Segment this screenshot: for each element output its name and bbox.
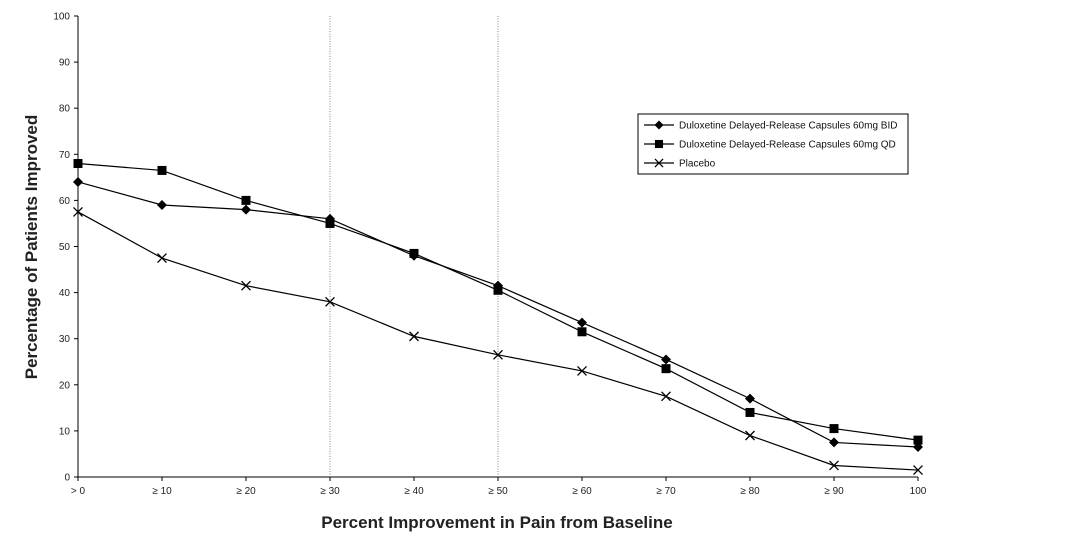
data-point [577,327,587,337]
y-tick-label: 20 [59,380,71,391]
legend-marker [654,158,664,168]
x-tick-label: ≥ 60 [572,486,592,497]
y-tick-label: 100 [53,12,70,23]
data-point [409,248,419,258]
y-tick-label: 30 [59,334,71,345]
x-tick-label: ≥ 40 [404,486,424,497]
legend-item: Duloxetine Delayed-Release Capsules 60mg… [644,140,896,151]
data-point [157,253,167,263]
data-point [661,391,671,402]
x-axis-title: Percent Improvement in Pain from Baselin… [321,513,672,532]
data-point [913,435,923,445]
data-point [409,331,419,342]
y-tick-label: 70 [59,150,71,161]
x-tick-label: ≥ 20 [236,486,256,497]
legend-item: Placebo [644,158,716,170]
y-tick-label: 60 [59,196,71,207]
x-tick-label: ≥ 70 [656,486,676,497]
data-point [829,460,839,471]
x-tick-label: ≥ 90 [824,486,844,497]
data-point [157,200,167,211]
data-point [493,285,503,295]
series-layer [73,159,923,476]
data-point [73,176,83,187]
y-axis-title: Percentage of Patients Improved [22,115,41,380]
data-point [241,280,251,291]
legend-label: Duloxetine Delayed-Release Capsules 60mg… [679,121,897,132]
data-point [829,437,839,448]
y-tick-label: 0 [64,473,70,484]
data-point [325,296,335,307]
x-axis-ticks: > 0 ≥ 10 ≥ 20 ≥ 30 ≥ 40 ≥ 50 ≥ 60 ≥ 70 ≥ 80 ≥ 90 1… [71,477,927,497]
legend-item: Duloxetine Delayed-Release Capsules 60mg… [644,120,897,132]
data-point [577,317,587,328]
x-tick-label: ≥ 10 [152,486,172,497]
y-axis-ticks: 0 10 20 30 40 50 60 70 80 90 100 [53,12,78,484]
data-point [325,218,335,228]
legend-marker [654,120,664,130]
y-tick-label: 10 [59,426,71,437]
x-tick-label: > 0 [71,486,86,497]
data-point [913,465,923,476]
series-3 [73,206,923,476]
x-tick-label: ≥ 80 [740,486,760,497]
y-tick-label: 80 [59,104,71,115]
x-tick-label: ≥ 50 [488,486,508,497]
x-tick-label: 100 [910,486,927,497]
data-point [493,349,503,360]
series-2 [73,159,923,445]
y-tick-label: 50 [59,242,71,253]
data-point [745,407,755,417]
legend-box [637,113,909,175]
series-1 [73,176,923,453]
legend: Duloxetine Delayed-Release Capsules 60mg… [637,113,909,175]
data-point [745,393,755,404]
data-point [241,195,251,205]
legend-label: Duloxetine Delayed-Release Capsules 60mg… [679,140,896,151]
data-point [577,366,587,376]
x-tick-label: ≥ 30 [320,486,340,497]
data-point [157,165,167,175]
data-point [661,364,671,374]
data-point [241,204,251,215]
data-point [661,354,671,365]
legend-marker [654,139,664,149]
data-point [73,159,83,169]
legend-label: Placebo [679,159,716,170]
data-point [829,424,839,434]
y-tick-label: 90 [59,58,71,69]
reference-lines [329,16,499,477]
data-point [73,206,83,217]
y-tick-label: 40 [59,288,71,299]
data-point [745,430,755,441]
